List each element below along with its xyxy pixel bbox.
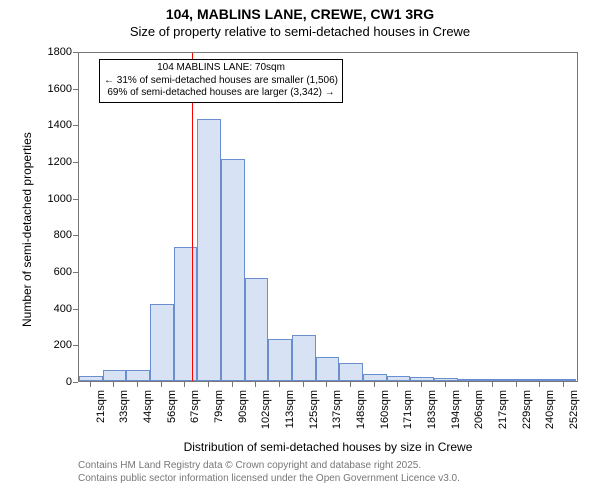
x-tick-label: 240sqm [544,390,556,440]
histogram-bar [552,379,576,381]
y-tick-label: 1600 [38,83,72,95]
y-tick-mark [73,382,78,383]
x-tick-mark [279,382,280,387]
page-subtitle: Size of property relative to semi-detach… [0,22,600,39]
histogram-bar [481,379,505,381]
x-tick-mark [374,382,375,387]
histogram-bar [245,278,269,381]
x-tick-label: 194sqm [450,390,462,440]
y-tick-mark [73,162,78,163]
histogram-bar [79,376,103,382]
x-tick-label: 217sqm [497,390,509,440]
histogram-bar [434,378,458,381]
histogram-bar [150,304,174,381]
x-tick-mark [113,382,114,387]
histogram-plot-area: 104 MABLINS LANE: 70sqm← 31% of semi-det… [78,52,578,382]
y-tick-mark [73,199,78,200]
y-axis-label: Number of semi-detached properties [20,132,34,327]
x-tick-label: 252sqm [568,390,580,440]
x-tick-label: 21sqm [95,390,107,440]
x-tick-mark [137,382,138,387]
histogram-bar [221,159,245,381]
x-tick-mark [468,382,469,387]
x-tick-label: 229sqm [521,390,533,440]
x-tick-label: 113sqm [284,390,296,440]
x-tick-label: 90sqm [237,390,249,440]
y-tick-label: 1200 [38,156,72,168]
x-tick-mark [232,382,233,387]
x-tick-mark [539,382,540,387]
attribution-line-2: Contains public sector information licen… [78,473,460,484]
attribution-line-1: Contains HM Land Registry data © Crown c… [78,460,421,471]
x-axis-label: Distribution of semi-detached houses by … [78,440,578,454]
y-tick-mark [73,125,78,126]
x-tick-mark [326,382,327,387]
y-tick-label: 200 [38,339,72,351]
annotation-line-3: 69% of semi-detached houses are larger (… [104,87,338,100]
x-tick-mark [161,382,162,387]
x-tick-mark [303,382,304,387]
x-tick-mark [397,382,398,387]
x-tick-label: 56sqm [166,390,178,440]
y-tick-mark [73,345,78,346]
histogram-bar [174,247,198,381]
y-tick-mark [73,89,78,90]
histogram-bar [316,357,340,381]
histogram-bar [505,379,529,381]
annotation-box: 104 MABLINS LANE: 70sqm← 31% of semi-det… [99,59,343,103]
y-tick-label: 1000 [38,193,72,205]
x-tick-label: 206sqm [473,390,485,440]
histogram-bar [292,335,316,381]
x-tick-mark [208,382,209,387]
x-tick-label: 33sqm [118,390,130,440]
annotation-line-2: ← 31% of semi-detached houses are smalle… [104,75,338,88]
page-title: 104, MABLINS LANE, CREWE, CW1 3RG [0,0,600,22]
y-tick-mark [73,52,78,53]
x-tick-label: 137sqm [331,390,343,440]
histogram-bar [387,376,411,381]
histogram-bar [363,374,387,381]
x-tick-label: 102sqm [260,390,272,440]
histogram-bar [410,377,434,381]
y-tick-label: 800 [38,229,72,241]
y-tick-mark [73,235,78,236]
x-tick-label: 171sqm [402,390,414,440]
histogram-bar [339,363,363,381]
y-tick-label: 0 [38,376,72,388]
attribution-text: Contains HM Land Registry data © Crown c… [78,460,460,485]
histogram-bar [458,379,482,381]
x-tick-mark [350,382,351,387]
y-tick-label: 1800 [38,46,72,58]
x-tick-label: 67sqm [189,390,201,440]
x-tick-label: 183sqm [426,390,438,440]
x-tick-mark [492,382,493,387]
x-tick-mark [421,382,422,387]
x-tick-mark [445,382,446,387]
x-tick-mark [255,382,256,387]
annotation-line-1: 104 MABLINS LANE: 70sqm [104,62,338,75]
x-tick-mark [184,382,185,387]
y-tick-mark [73,272,78,273]
y-tick-label: 600 [38,266,72,278]
y-tick-mark [73,309,78,310]
y-tick-label: 400 [38,303,72,315]
histogram-bar [529,379,553,381]
histogram-bar [268,339,292,381]
x-tick-label: 44sqm [142,390,154,440]
x-tick-mark [563,382,564,387]
y-tick-label: 1400 [38,119,72,131]
x-tick-mark [90,382,91,387]
histogram-bar [197,119,221,381]
histogram-bar [126,370,150,381]
x-tick-label: 125sqm [308,390,320,440]
x-tick-label: 160sqm [379,390,391,440]
x-tick-label: 148sqm [355,390,367,440]
x-tick-label: 79sqm [213,390,225,440]
histogram-bar [103,370,127,381]
x-tick-mark [516,382,517,387]
